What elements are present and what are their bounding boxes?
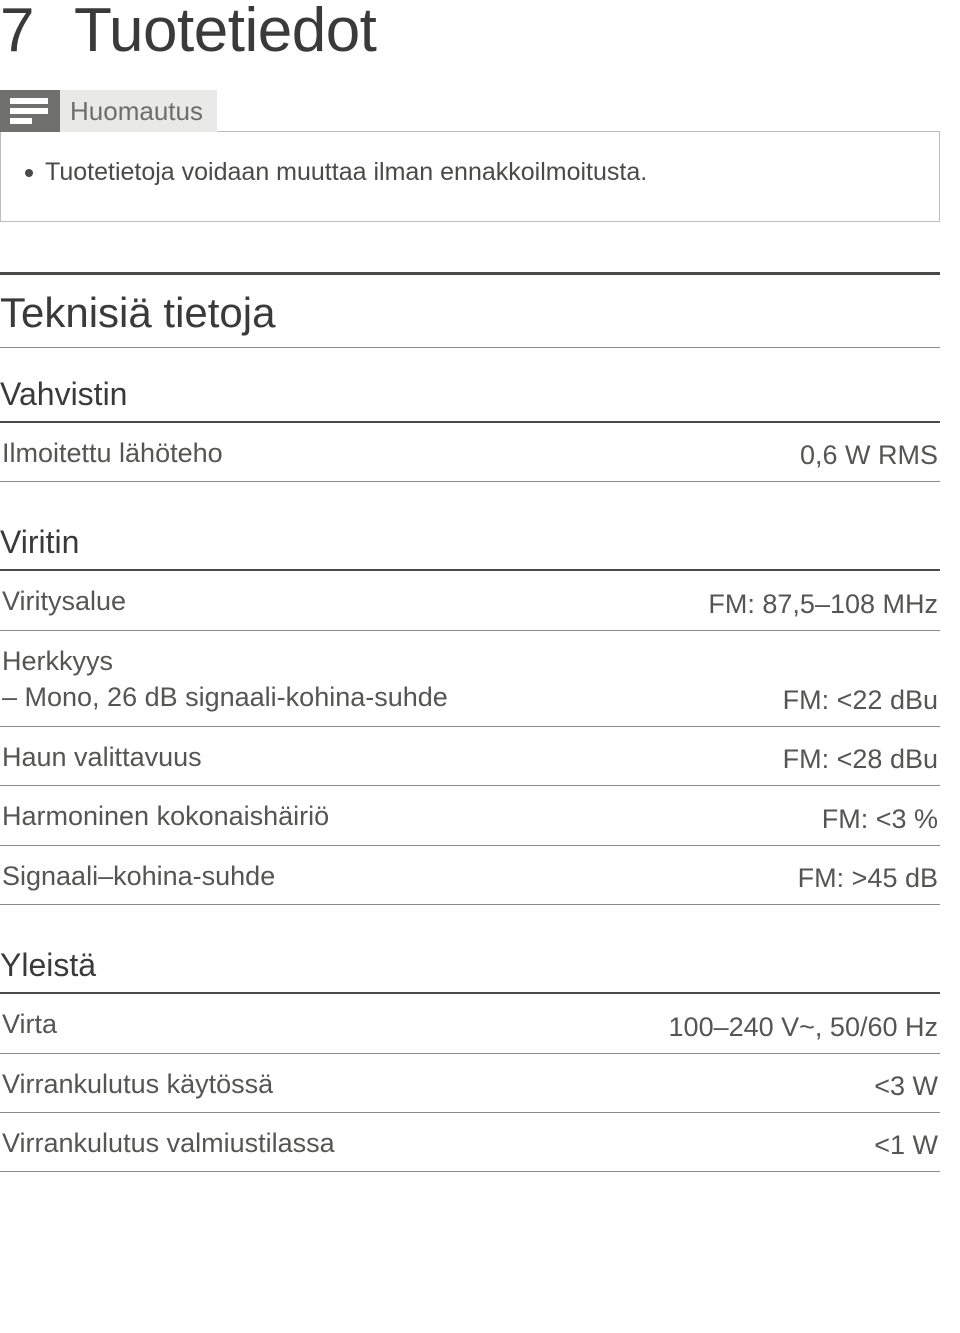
spec-label: Virrankulutus käytössä xyxy=(2,1066,273,1102)
group-title: Viritin xyxy=(0,524,940,571)
spec-label: Signaali–kohina-suhde xyxy=(2,858,275,894)
spec-value: FM: <3 % xyxy=(822,804,938,835)
spec-label: Harmoninen kokonaishäiriö xyxy=(2,798,329,834)
page-title: 7 Tuotetiedot xyxy=(0,0,940,62)
note-icon xyxy=(0,90,60,132)
spec-label: Virrankulutus valmiustilassa xyxy=(2,1125,335,1161)
spec-group: Vahvistin Ilmoitettu lähöteho 0,6 W RMS xyxy=(0,376,940,482)
section-heading: Tuotetiedot xyxy=(74,0,376,65)
spec-value: FM: <22 dBu xyxy=(783,685,938,716)
spec-row: Herkkyys – Mono, 26 dB signaali-kohina-s… xyxy=(0,631,940,727)
spec-group: Viritin Viritysalue FM: 87,5–108 MHz Herkky… xyxy=(0,524,940,905)
spec-row: Viritysalue FM: 87,5–108 MHz xyxy=(0,571,940,630)
section-number: 7 xyxy=(0,0,34,65)
spec-row: Harmoninen kokonaishäiriö FM: <3 % xyxy=(0,786,940,845)
spec-row: Virrankulutus käytössä <3 W xyxy=(0,1054,940,1113)
note-label: Huomautus xyxy=(60,90,217,132)
section-title: Teknisiä tietoja xyxy=(0,272,940,348)
spec-value: 0,6 W RMS xyxy=(800,440,938,471)
group-title: Yleistä xyxy=(0,947,940,994)
note-header: Huomautus xyxy=(0,90,940,132)
spec-value: <1 W xyxy=(874,1130,938,1161)
spec-label: Herkkyys – Mono, 26 dB signaali-kohina-s… xyxy=(2,643,448,716)
spec-row: Virta 100–240 V~, 50/60 Hz xyxy=(0,994,940,1053)
spec-value: 100–240 V~, 50/60 Hz xyxy=(669,1012,938,1043)
spec-value: FM: <28 dBu xyxy=(783,744,938,775)
spec-row: Haun valittavuus FM: <28 dBu xyxy=(0,727,940,786)
spec-value: FM: >45 dB xyxy=(798,863,938,894)
note-body: Tuotetietoja voidaan muuttaa ilman ennak… xyxy=(0,131,940,222)
group-title: Vahvistin xyxy=(0,376,940,423)
spec-row: Ilmoitettu lähöteho 0,6 W RMS xyxy=(0,423,940,482)
spec-value: <3 W xyxy=(874,1071,938,1102)
spec-label: Virta xyxy=(2,1006,57,1042)
spec-label: Ilmoitettu lähöteho xyxy=(2,435,223,471)
spec-value: FM: 87,5–108 MHz xyxy=(708,589,938,620)
note-block: Huomautus Tuotetietoja voidaan muuttaa i… xyxy=(0,90,940,222)
spec-label: Haun valittavuus xyxy=(2,739,202,775)
spec-label: Viritysalue xyxy=(2,583,126,619)
spec-row: Signaali–kohina-suhde FM: >45 dB xyxy=(0,846,940,905)
note-text: Tuotetietoja voidaan muuttaa ilman ennak… xyxy=(45,158,647,187)
note-item: Tuotetietoja voidaan muuttaa ilman ennak… xyxy=(25,158,919,187)
spec-group: Yleistä Virta 100–240 V~, 50/60 Hz Virranku… xyxy=(0,947,940,1172)
spec-row: Virrankulutus valmiustilassa <1 W xyxy=(0,1113,940,1172)
